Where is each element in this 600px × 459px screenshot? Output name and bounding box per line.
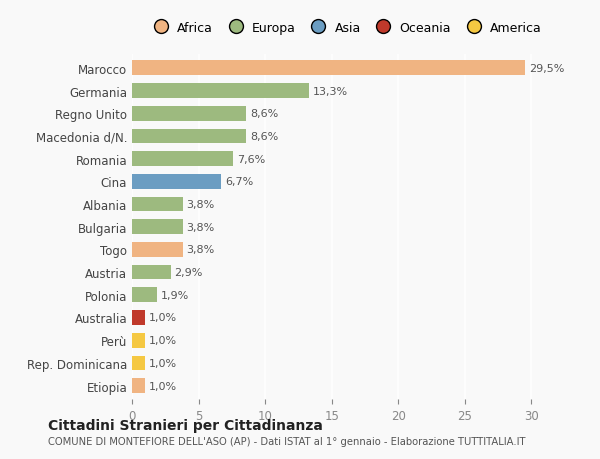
Bar bbox=[132, 152, 233, 167]
Bar bbox=[132, 242, 182, 257]
Text: 3,8%: 3,8% bbox=[187, 245, 215, 255]
Bar bbox=[132, 310, 145, 325]
Bar bbox=[132, 265, 170, 280]
Text: 8,6%: 8,6% bbox=[250, 109, 279, 119]
Bar bbox=[132, 333, 145, 348]
Bar bbox=[132, 129, 247, 144]
Text: 29,5%: 29,5% bbox=[529, 64, 564, 73]
Text: 7,6%: 7,6% bbox=[237, 154, 265, 164]
Text: 3,8%: 3,8% bbox=[187, 200, 215, 210]
Bar bbox=[132, 62, 525, 76]
Bar bbox=[132, 220, 182, 235]
Text: 1,9%: 1,9% bbox=[161, 290, 190, 300]
Bar bbox=[132, 288, 157, 302]
Text: 1,0%: 1,0% bbox=[149, 381, 178, 391]
Text: Cittadini Stranieri per Cittadinanza: Cittadini Stranieri per Cittadinanza bbox=[48, 418, 323, 432]
Legend: Africa, Europa, Asia, Oceania, America: Africa, Europa, Asia, Oceania, America bbox=[143, 17, 547, 39]
Text: 1,0%: 1,0% bbox=[149, 336, 178, 346]
Text: 1,0%: 1,0% bbox=[149, 313, 178, 323]
Text: 13,3%: 13,3% bbox=[313, 86, 348, 96]
Bar bbox=[132, 84, 309, 99]
Bar bbox=[132, 174, 221, 189]
Text: 6,7%: 6,7% bbox=[225, 177, 253, 187]
Bar bbox=[132, 356, 145, 370]
Text: 1,0%: 1,0% bbox=[149, 358, 178, 368]
Bar bbox=[132, 378, 145, 393]
Text: 3,8%: 3,8% bbox=[187, 222, 215, 232]
Bar bbox=[132, 106, 247, 121]
Text: 8,6%: 8,6% bbox=[250, 132, 279, 142]
Text: 2,9%: 2,9% bbox=[175, 268, 203, 278]
Bar bbox=[132, 197, 182, 212]
Text: COMUNE DI MONTEFIORE DELL'ASO (AP) - Dati ISTAT al 1° gennaio - Elaborazione TUT: COMUNE DI MONTEFIORE DELL'ASO (AP) - Dat… bbox=[48, 436, 526, 446]
